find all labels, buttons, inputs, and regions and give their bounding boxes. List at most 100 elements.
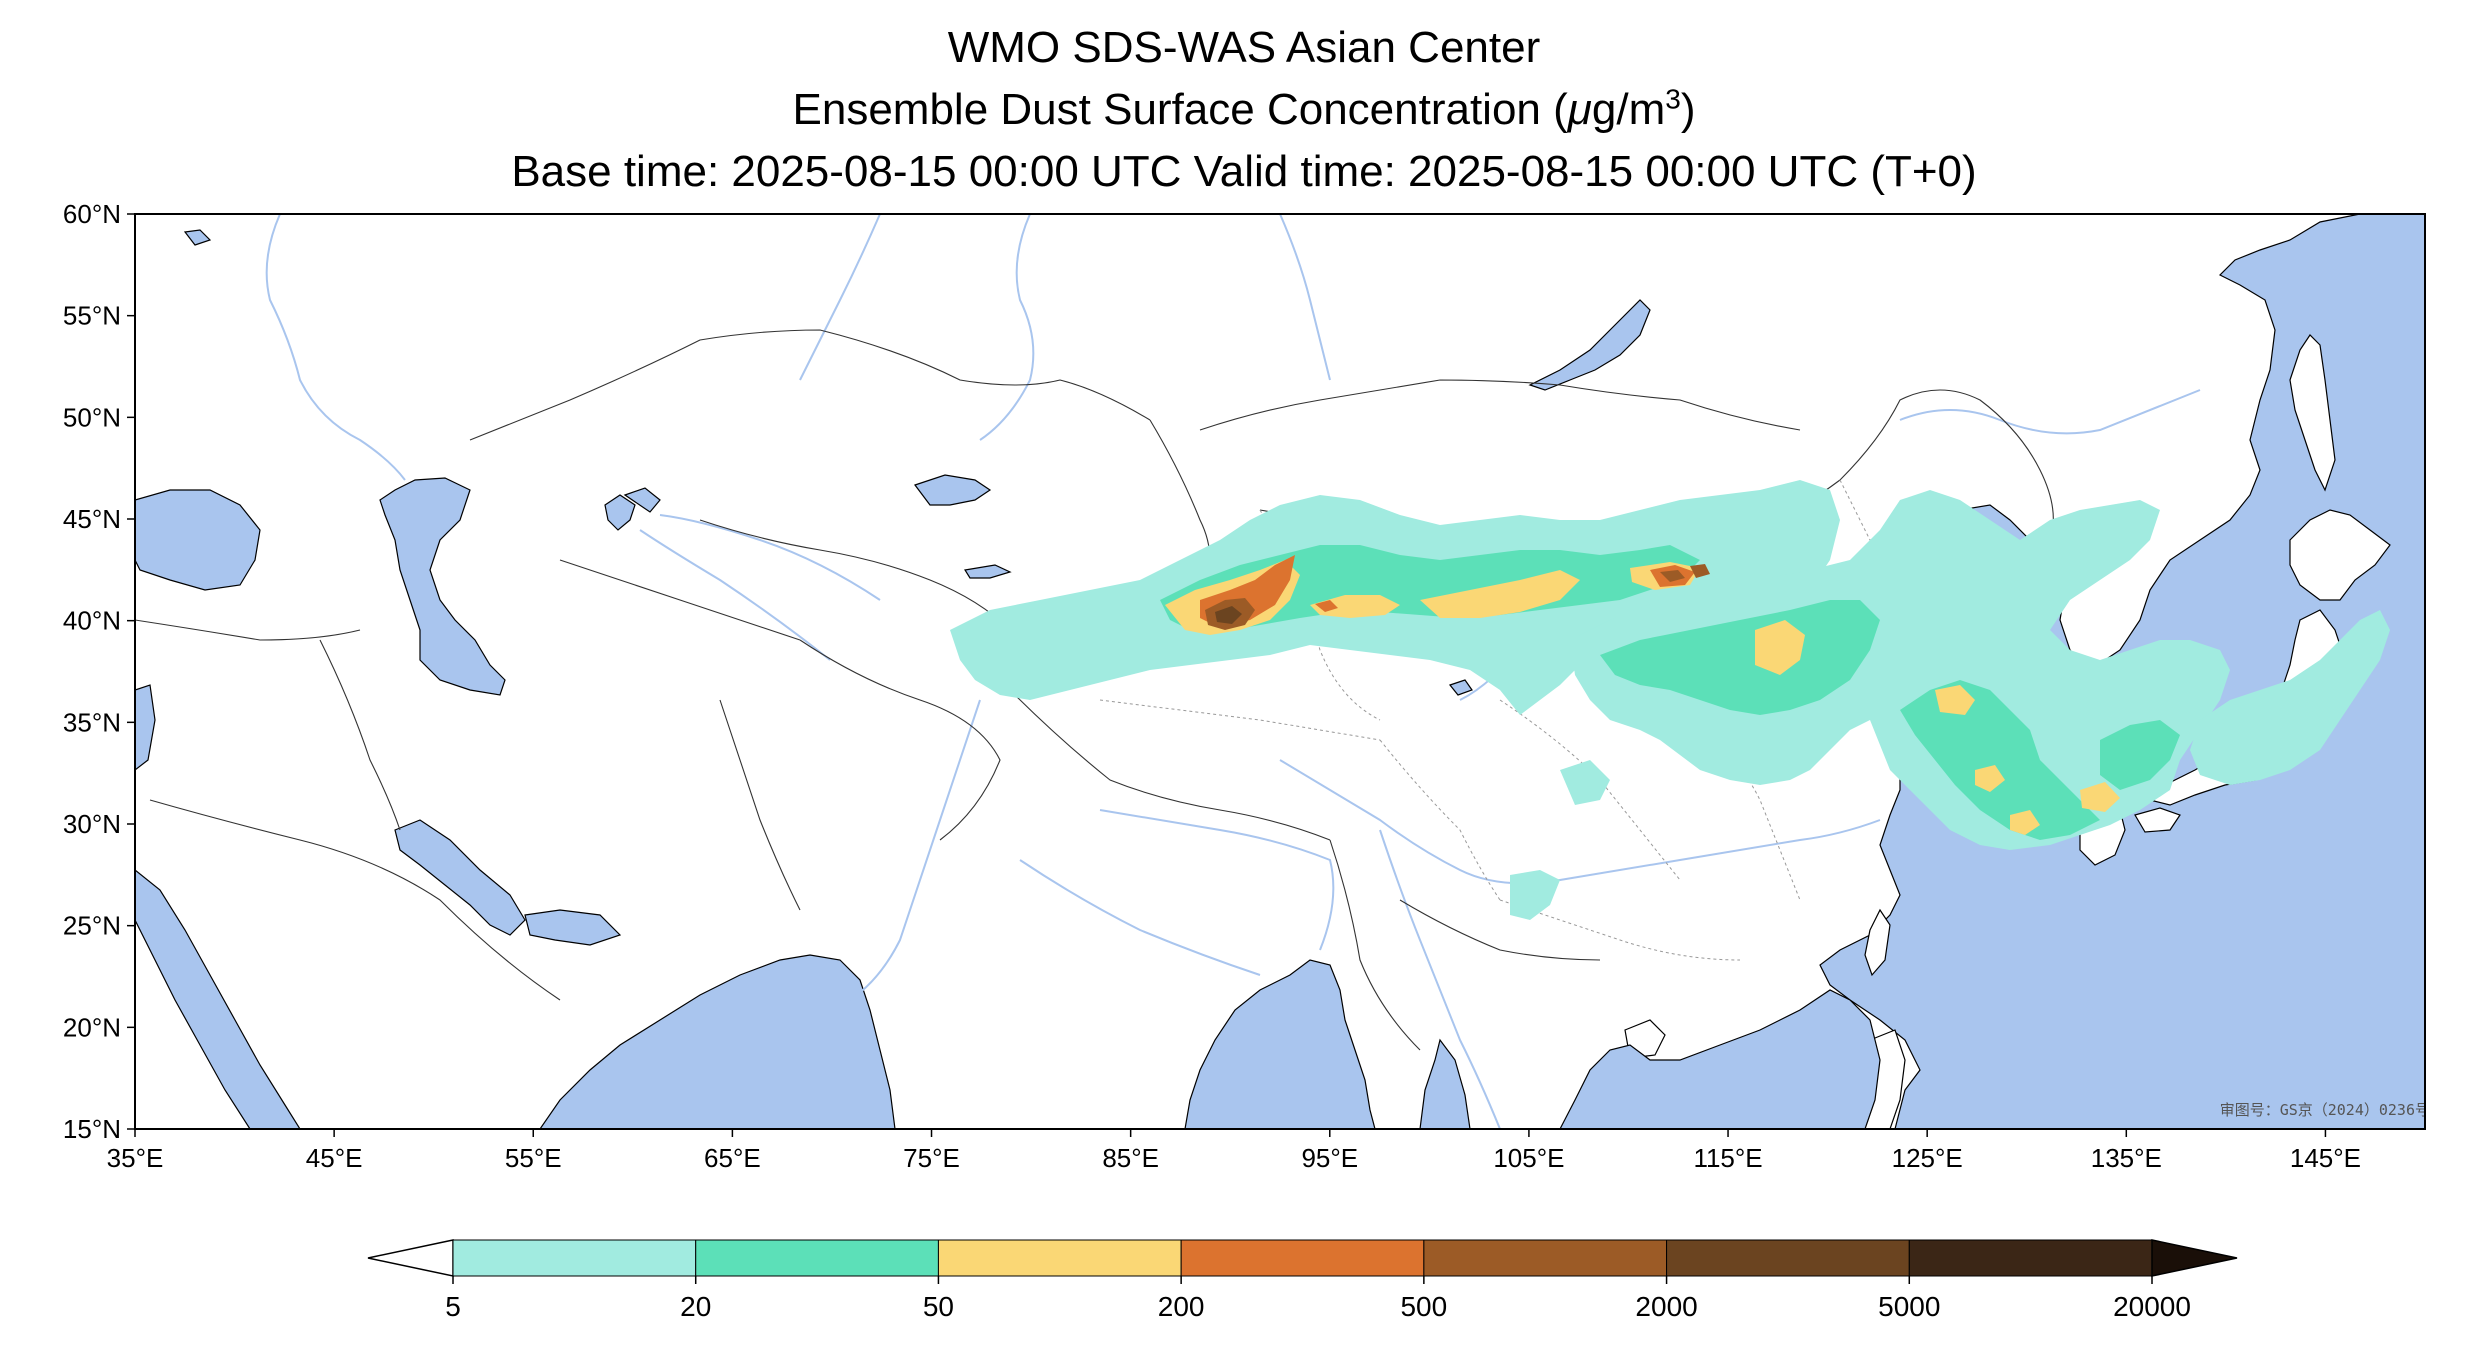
border-afghan-pakistan xyxy=(799,639,1001,841)
map-area: 审图号：GS京（2024）0236号 xyxy=(135,214,2430,1129)
border-myanmar xyxy=(1329,839,1421,1051)
latitude-axis: 15°N 20°N 25°N 30°N 35°N 40°N 45°N 50°N 55°N 60°N xyxy=(63,199,135,1144)
border-turkey xyxy=(135,619,361,641)
border-russia-mongolia xyxy=(1199,379,1801,431)
river-yenisei xyxy=(1279,214,1331,381)
title-prefix: Ensemble Dust Surface Concentration ( xyxy=(792,85,1568,134)
lat-tick-label: 50°N xyxy=(63,402,121,432)
andaman-sea xyxy=(1419,1038,1471,1129)
dust-japan-mid xyxy=(2100,720,2180,790)
lat-tick-label: 60°N xyxy=(63,199,121,229)
red-sea xyxy=(135,869,301,1129)
colorbar-over-arrow xyxy=(2151,1239,2238,1277)
river-brahmaputra xyxy=(1099,809,1335,951)
colorbar: 5 20 50 200 500 2000 5000 20000 xyxy=(367,1239,2238,1322)
lat-tick-label: 15°N xyxy=(63,1114,121,1144)
colorbar-segment xyxy=(1423,1239,1668,1277)
dust-japan-yellow xyxy=(2080,782,2120,812)
lon-tick-label: 145°E xyxy=(2290,1143,2361,1173)
dust-core-brown-e xyxy=(1660,570,1685,582)
river-volga xyxy=(265,214,406,481)
dust-korea-yellow xyxy=(1935,685,1975,715)
dust-north-china-outer xyxy=(1570,490,2230,850)
dust-north-china-yellow xyxy=(1755,620,1805,675)
dust-korea-sea-mid xyxy=(1900,680,2100,840)
river-indus xyxy=(849,699,981,1001)
dust-taklimakan-yellow-c xyxy=(1310,595,1400,618)
lat-tick-label: 25°N xyxy=(63,911,121,941)
river-amu-darya xyxy=(639,529,831,661)
river-amur xyxy=(1899,389,2201,435)
gulf-of-oman xyxy=(524,909,622,946)
dust-core-brown-e2 xyxy=(1690,564,1710,578)
dust-core-orange-c xyxy=(1315,600,1338,612)
shikoku-island xyxy=(2134,807,2181,833)
dust-core-darkbrown xyxy=(1215,606,1242,624)
lon-tick-label: 95°E xyxy=(1301,1143,1358,1173)
title-mu: μ xyxy=(1567,85,1592,134)
river-mekong xyxy=(1379,829,1501,1129)
dust-level-20-50 xyxy=(1160,545,2180,840)
lat-tick-label: 35°N xyxy=(63,707,121,737)
lake-balkhash xyxy=(914,474,992,506)
lon-tick-label: 85°E xyxy=(1102,1143,1159,1173)
taiwan-island xyxy=(1864,908,1891,977)
border-saudi xyxy=(149,799,561,1001)
colorbar-segment xyxy=(695,1239,939,1277)
map-watermark: 审图号：GS京（2024）0236号 xyxy=(2220,1101,2430,1119)
longitude-axis: 35°E 45°E 55°E 65°E 75°E 85°E 95°E 105°E 115°E 12… xyxy=(107,1129,2361,1173)
map-frame xyxy=(134,213,2426,1130)
colorbar-label: 5000 xyxy=(1878,1291,1940,1322)
title-suffix: ) xyxy=(1680,85,1696,134)
persian-gulf xyxy=(394,819,526,936)
lat-tick-label: 55°N xyxy=(63,301,121,331)
chart-title-line2: Ensemble Dust Surface Concentration (μg/… xyxy=(0,84,2488,136)
colorbar-segment xyxy=(1180,1239,1425,1277)
mediterranean-sea xyxy=(135,684,156,771)
dust-patch-central xyxy=(1560,760,1610,805)
river-ganges xyxy=(1019,859,1261,976)
border-indochina xyxy=(1399,899,1601,961)
border-india-china xyxy=(1009,689,1331,841)
colorbar-segment xyxy=(1666,1239,1910,1277)
lat-tick-label: 40°N xyxy=(63,606,121,636)
caspian-sea xyxy=(379,477,506,696)
colorbar-label: 500 xyxy=(1400,1291,1447,1322)
lon-tick-label: 65°E xyxy=(704,1143,761,1173)
colorbar-segment xyxy=(452,1239,697,1277)
border-russia-kazakhstan xyxy=(469,329,1151,441)
colorbar-label: 50 xyxy=(923,1291,954,1322)
hokkaido-island xyxy=(2289,509,2391,601)
south-china-sea xyxy=(1559,989,1881,1129)
chart-title-line3: Base time: 2025-08-15 00:00 UTC Valid ti… xyxy=(511,147,1977,196)
river-syr-darya xyxy=(659,514,881,601)
lon-tick-label: 125°E xyxy=(1892,1143,1963,1173)
lon-tick-label: 115°E xyxy=(1693,1143,1762,1173)
dust-patch-south xyxy=(1510,870,1560,920)
title-exponent: 3 xyxy=(1665,83,1681,115)
dust-japan-east xyxy=(2190,610,2390,785)
colorbar-label: 5 xyxy=(445,1291,461,1322)
lon-tick-label: 35°E xyxy=(107,1143,164,1173)
border-iran-iraq xyxy=(319,639,401,831)
lon-tick-label: 75°E xyxy=(903,1143,960,1173)
colorbar-label: 200 xyxy=(1158,1291,1205,1322)
lake-issyk-kul xyxy=(964,564,1012,579)
lon-tick-label: 105°E xyxy=(1493,1143,1564,1173)
colorbar-label: 20 xyxy=(680,1291,711,1322)
lake-onega-area xyxy=(183,229,212,246)
colorbar-segment xyxy=(1908,1239,2153,1277)
lon-tick-label: 45°E xyxy=(306,1143,363,1173)
aral-sea xyxy=(604,494,636,531)
lon-tick-label: 55°E xyxy=(505,1143,562,1173)
sakhalin-island xyxy=(2289,334,2336,492)
colorbar-under-arrow xyxy=(367,1239,454,1277)
bay-of-bengal xyxy=(1184,959,1376,1129)
colorbar-label: 2000 xyxy=(1635,1291,1697,1322)
river-irtysh xyxy=(799,214,881,381)
title-unit: g/m xyxy=(1591,85,1666,134)
qinghai-lake xyxy=(1448,679,1473,696)
colorbar-segment xyxy=(937,1239,1182,1277)
dust-taklimakan-mid xyxy=(1160,545,1700,632)
dust-concentration-layer xyxy=(950,480,2390,920)
